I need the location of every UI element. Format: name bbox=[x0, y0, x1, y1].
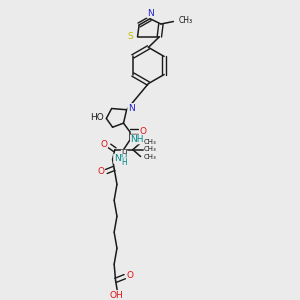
Text: O: O bbox=[97, 167, 104, 176]
Text: O: O bbox=[140, 127, 147, 136]
Text: O: O bbox=[126, 272, 134, 280]
Text: S: S bbox=[128, 32, 134, 41]
Text: NH: NH bbox=[114, 154, 127, 163]
Text: O: O bbox=[100, 140, 107, 149]
Text: OH: OH bbox=[110, 291, 123, 300]
Text: N: N bbox=[147, 9, 154, 18]
Text: N: N bbox=[128, 104, 135, 113]
Text: H: H bbox=[122, 158, 127, 166]
Text: HO: HO bbox=[90, 113, 104, 122]
Text: CH₃: CH₃ bbox=[144, 154, 157, 160]
Text: CH₃: CH₃ bbox=[144, 146, 157, 152]
Text: CH₃: CH₃ bbox=[179, 16, 193, 26]
Text: CH₃: CH₃ bbox=[144, 139, 157, 145]
Text: NH: NH bbox=[130, 135, 144, 144]
Text: H: H bbox=[121, 150, 127, 159]
Text: N: N bbox=[128, 104, 135, 113]
